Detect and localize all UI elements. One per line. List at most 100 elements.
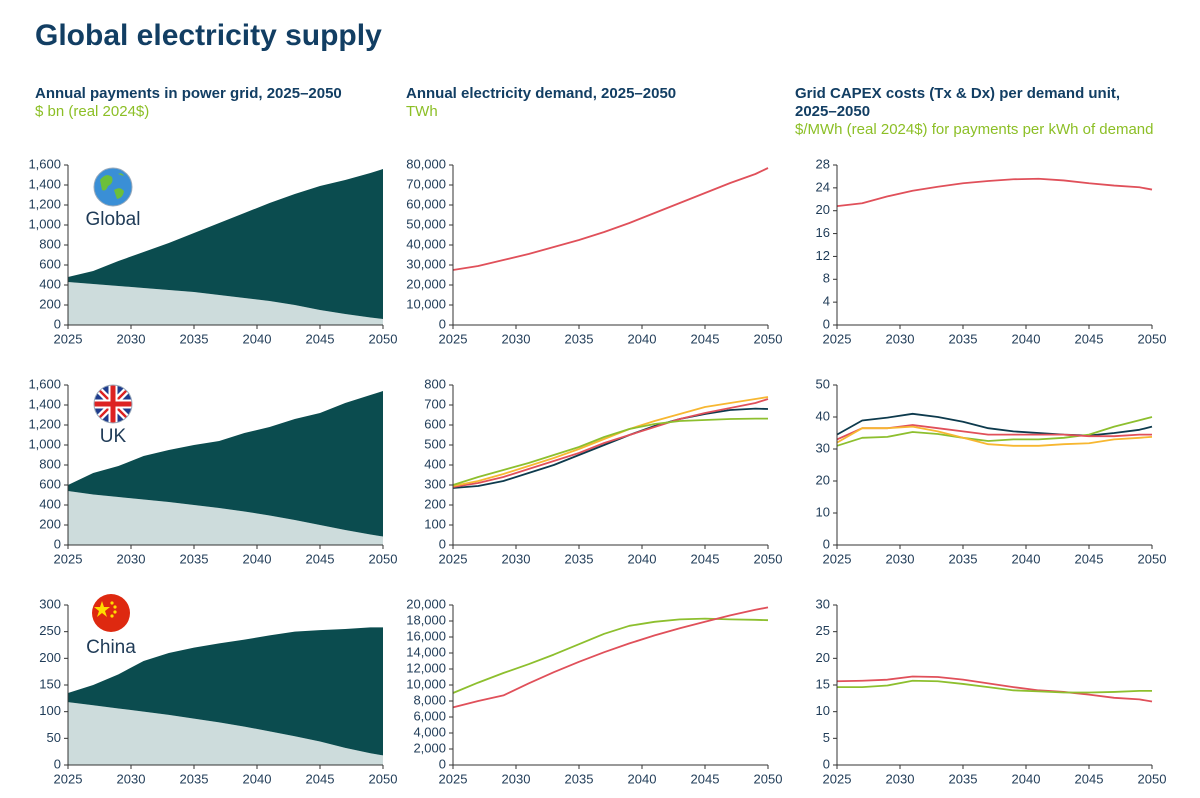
y-tick-label: 150	[39, 676, 61, 691]
x-tick-label: 2025	[439, 331, 468, 346]
area	[68, 702, 383, 765]
y-tick-label: 40	[816, 408, 830, 423]
x-tick-label: 2030	[502, 771, 531, 786]
y-tick-label: 10,000	[406, 676, 446, 691]
x-tick-label: 2050	[1138, 331, 1167, 346]
y-tick-label: 8	[823, 271, 830, 286]
x-tick-label: 2040	[1012, 551, 1041, 566]
x-tick-label: 2045	[691, 771, 720, 786]
column-subtitle: $ bn (real 2024$)	[35, 103, 150, 120]
y-tick-label: 12	[816, 248, 830, 263]
x-tick-label: 2050	[369, 551, 398, 566]
area	[68, 491, 383, 545]
line	[452, 606, 769, 709]
line	[836, 416, 1153, 447]
y-tick-label: 1,600	[28, 156, 61, 171]
line	[452, 167, 769, 271]
line	[836, 675, 1153, 703]
x-tick-label: 2025	[439, 551, 468, 566]
uk-flag-icon	[93, 384, 133, 424]
y-tick-label: 20,000	[406, 596, 446, 611]
y-tick-label: 600	[39, 476, 61, 491]
y-tick-label: 40,000	[406, 236, 446, 251]
y-tick-label: 25	[816, 623, 830, 638]
line	[836, 177, 1153, 208]
x-tick-label: 2045	[306, 331, 335, 346]
x-tick-label: 2025	[823, 771, 852, 786]
x-tick-label: 2030	[886, 551, 915, 566]
y-tick-label: 300	[39, 596, 61, 611]
y-tick-label: 250	[39, 623, 61, 638]
y-tick-label: 0	[439, 536, 446, 551]
y-tick-label: 4,000	[413, 724, 446, 739]
row-label: Global	[86, 209, 141, 230]
y-tick-label: 0	[823, 316, 830, 331]
y-tick-label: 400	[39, 276, 61, 291]
y-tick-label: 28	[816, 156, 830, 171]
x-tick-label: 2025	[439, 771, 468, 786]
x-tick-label: 2035	[565, 771, 594, 786]
x-tick-label: 2030	[886, 771, 915, 786]
x-tick-label: 2045	[306, 771, 335, 786]
x-tick-label: 2040	[1012, 331, 1041, 346]
x-tick-label: 2045	[306, 551, 335, 566]
y-tick-label: 100	[39, 703, 61, 718]
line	[837, 679, 1152, 694]
y-tick-label: 300	[424, 476, 446, 491]
y-tick-label: 0	[823, 536, 830, 551]
y-tick-label: 1,400	[28, 396, 61, 411]
y-tick-label: 700	[424, 396, 446, 411]
area	[68, 282, 383, 325]
y-tick-label: 80,000	[406, 156, 446, 171]
area	[68, 169, 383, 319]
line	[452, 407, 769, 489]
column-title: Grid CAPEX costs (Tx & Dx) per demand un…	[795, 85, 1121, 120]
y-tick-label: 800	[424, 376, 446, 391]
x-tick-label: 2030	[886, 331, 915, 346]
x-tick-label: 2025	[54, 551, 83, 566]
y-tick-label: 4	[823, 294, 830, 309]
x-tick-label: 2050	[754, 551, 783, 566]
y-tick-label: 800	[39, 236, 61, 251]
x-tick-label: 2040	[243, 771, 272, 786]
y-tick-label: 0	[54, 316, 61, 331]
x-tick-label: 2045	[1075, 771, 1104, 786]
y-tick-label: 18,000	[406, 612, 446, 627]
x-tick-label: 2045	[691, 551, 720, 566]
y-tick-label: 20,000	[406, 276, 446, 291]
y-tick-label: 0	[54, 756, 61, 771]
y-tick-label: 30,000	[406, 256, 446, 271]
column-subtitle: TWh	[406, 103, 438, 120]
china-flag-icon	[92, 594, 130, 632]
y-tick-label: 12,000	[406, 660, 446, 675]
x-tick-label: 2035	[565, 551, 594, 566]
y-tick-label: 1,600	[28, 376, 61, 391]
x-tick-label: 2045	[691, 331, 720, 346]
y-tick-label: 16	[816, 225, 830, 240]
y-tick-label: 1,000	[28, 216, 61, 231]
page-title: Global electricity supply	[35, 19, 382, 52]
y-tick-label: 600	[424, 416, 446, 431]
area	[68, 627, 383, 756]
y-tick-label: 800	[39, 456, 61, 471]
x-tick-label: 2050	[754, 771, 783, 786]
column-title: Annual payments in power grid, 2025–2050	[35, 85, 342, 102]
row-label: China	[86, 637, 136, 658]
y-tick-label: 14,000	[406, 644, 446, 659]
x-tick-label: 2025	[54, 771, 83, 786]
y-tick-label: 200	[424, 496, 446, 511]
x-tick-label: 2030	[117, 551, 146, 566]
y-tick-label: 30	[816, 440, 830, 455]
y-tick-label: 0	[439, 316, 446, 331]
x-tick-label: 2025	[823, 551, 852, 566]
y-tick-label: 400	[39, 496, 61, 511]
y-tick-label: 2,000	[413, 740, 446, 755]
x-tick-label: 2035	[180, 331, 209, 346]
y-tick-label: 100	[424, 516, 446, 531]
globe-icon	[93, 167, 133, 207]
x-tick-label: 2030	[502, 551, 531, 566]
y-tick-label: 500	[424, 436, 446, 451]
x-tick-label: 2030	[117, 771, 146, 786]
